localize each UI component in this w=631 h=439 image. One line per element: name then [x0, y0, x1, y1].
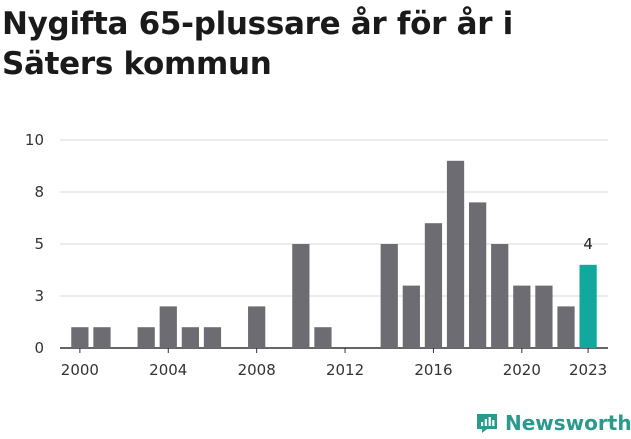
bar-2010 [292, 244, 310, 348]
bar-2020 [513, 285, 531, 348]
newsworthy-logo-icon [477, 414, 497, 433]
x-tick-label: 2023 [569, 361, 607, 379]
bar-2015 [402, 285, 420, 348]
x-axis-ticks: 2000 2004 2008 2012 2016 2020 2023 [61, 348, 607, 379]
brand-name: Newsworthy [505, 411, 631, 435]
bar-2017 [446, 160, 465, 348]
bar-2021 [535, 285, 553, 348]
bar-2023 [579, 264, 597, 348]
x-tick-label: 2020 [503, 361, 541, 379]
bar-2001 [93, 327, 111, 348]
bar-2006 [203, 327, 222, 348]
bar-2022 [557, 306, 575, 348]
chart-title: Nygifta 65-plussare år för år i Säters k… [2, 6, 513, 82]
highlight-data-label: 4 [583, 235, 593, 253]
y-tick-label: 3 [34, 287, 44, 305]
bar-2005 [181, 327, 199, 348]
bar-2016 [424, 223, 443, 348]
x-tick-label: 2004 [149, 361, 187, 379]
x-tick-label: 2000 [61, 361, 99, 379]
bar-2019 [491, 244, 509, 348]
newsworthy-brand[interactable]: Newsworthy [475, 407, 631, 439]
bar-2018 [469, 202, 487, 348]
bar-2014 [380, 244, 398, 348]
bar-2004 [159, 306, 177, 348]
bar-2008 [248, 306, 266, 348]
y-tick-label: 0 [34, 339, 44, 357]
y-tick-label: 8 [34, 183, 44, 201]
bar-2000 [71, 327, 89, 348]
x-tick-label: 2012 [326, 361, 364, 379]
y-tick-label: 5 [34, 235, 44, 253]
y-axis-ticks: 0 3 5 8 10 [25, 131, 44, 357]
x-tick-label: 2008 [238, 361, 276, 379]
data-labels: 4 [583, 235, 593, 253]
y-tick-label: 10 [25, 131, 44, 149]
bars [71, 160, 597, 348]
bar-2011 [314, 327, 332, 348]
x-tick-label: 2016 [414, 361, 452, 379]
bar-2003 [137, 327, 155, 348]
